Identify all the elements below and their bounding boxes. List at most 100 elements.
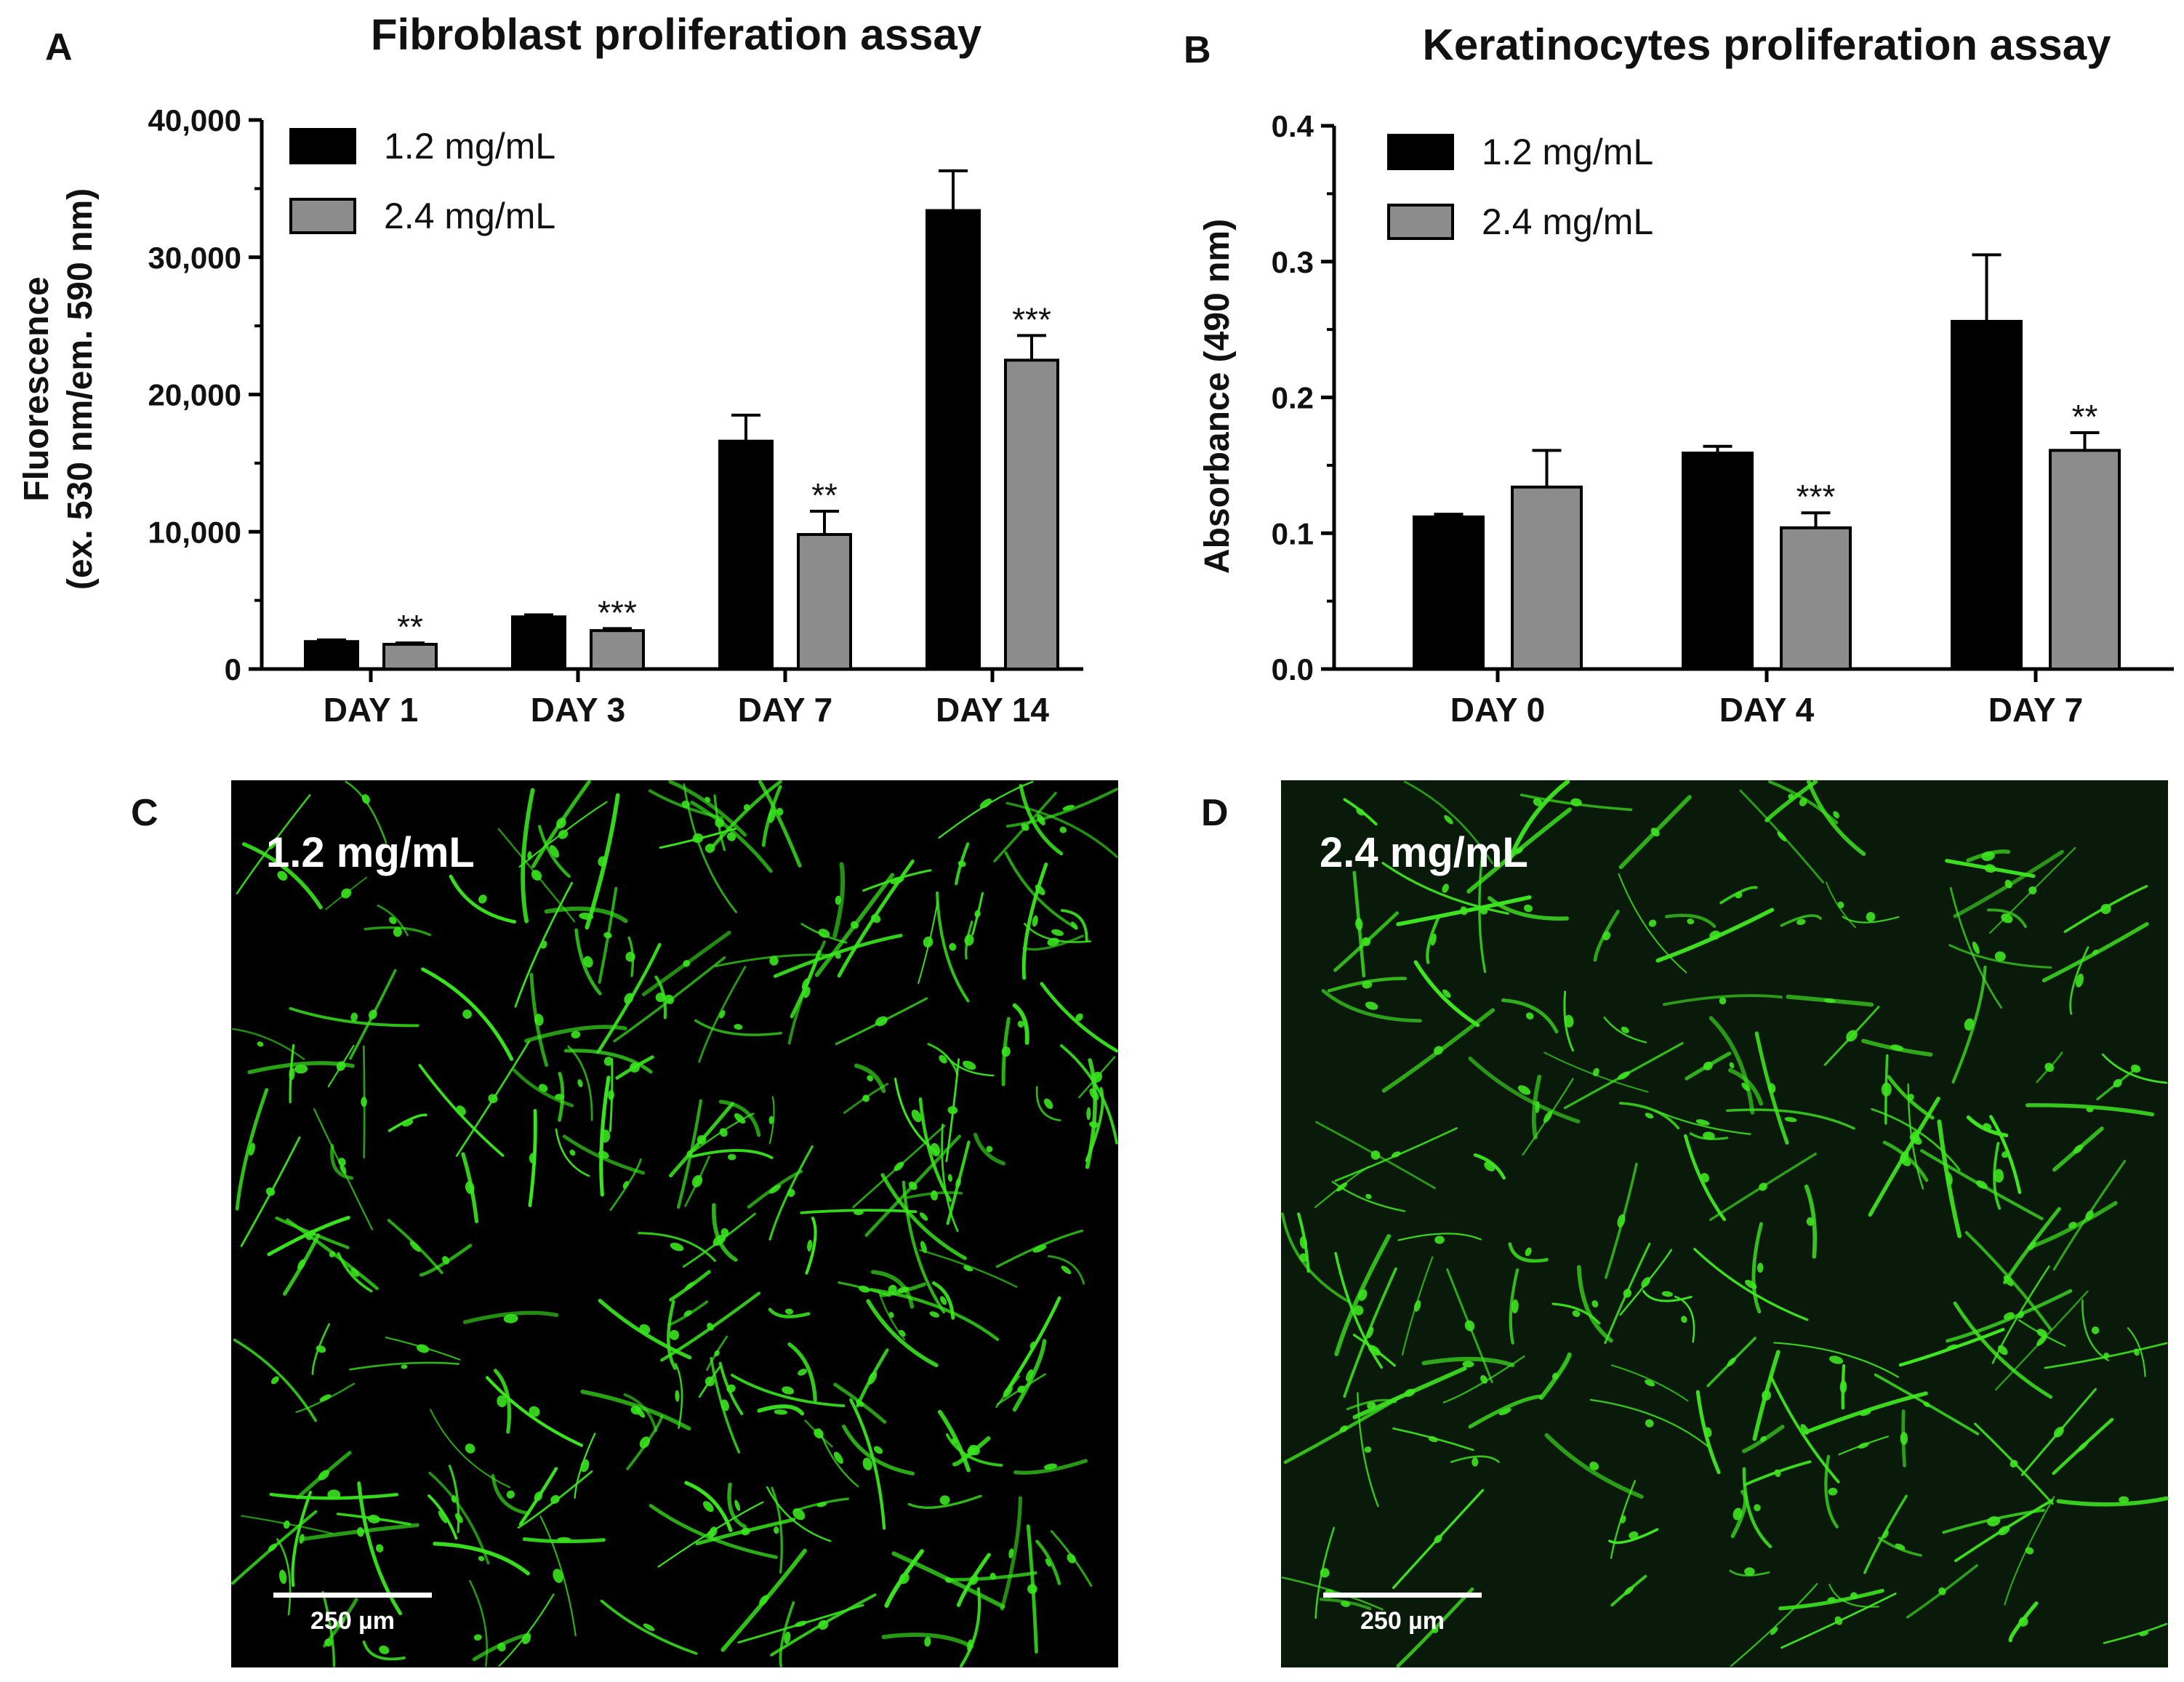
cell <box>1506 780 1570 867</box>
cell <box>514 881 574 1008</box>
cell-body <box>270 1376 279 1385</box>
cell-body <box>1564 1014 1574 1028</box>
cell-body <box>1032 915 1038 927</box>
cell-body <box>1834 1616 1842 1625</box>
cell-body <box>341 888 352 899</box>
cell-body <box>1703 1061 1713 1070</box>
cell-body <box>1984 864 1996 873</box>
cell-body <box>1767 1083 1776 1093</box>
legend-swatch <box>289 198 356 234</box>
cell-body <box>1367 1401 1376 1410</box>
cell-body <box>1432 1626 1439 1633</box>
cell-body <box>350 1267 359 1277</box>
y-axis-label: Absorbance (490 nm) <box>1198 219 1237 574</box>
cell <box>1803 1391 1928 1435</box>
cell-body <box>782 1386 795 1395</box>
bar <box>2049 449 2121 671</box>
cell <box>1509 1268 1519 1345</box>
cell-body <box>947 1106 958 1115</box>
cell-body <box>1025 1369 1034 1382</box>
significance-label: ** <box>811 476 838 514</box>
cell <box>907 1494 982 1509</box>
cell-body <box>1774 1469 1781 1478</box>
cell <box>362 1640 406 1661</box>
cell <box>768 1307 811 1318</box>
cell-body <box>1858 1442 1869 1449</box>
cell <box>1778 1588 1884 1611</box>
cell <box>558 1071 565 1122</box>
cell-body <box>389 916 397 924</box>
cell-body <box>703 1501 714 1513</box>
cell <box>231 1028 305 1060</box>
cell-body <box>571 1030 581 1038</box>
cell <box>609 1158 642 1212</box>
cell-body <box>529 1406 540 1417</box>
cell <box>311 1323 331 1375</box>
cell <box>1804 1184 1818 1259</box>
legend-label: 1.2 mg/mL <box>1482 132 1653 172</box>
cell-body <box>947 1174 952 1182</box>
cell-body <box>622 1180 629 1189</box>
cell-body <box>1404 1388 1416 1397</box>
cell <box>1085 1058 1097 1169</box>
cell-body <box>814 1428 824 1438</box>
cell <box>1035 1086 1061 1122</box>
cell <box>521 788 535 924</box>
cell-body <box>1770 1627 1778 1635</box>
cell <box>638 1232 716 1262</box>
cell <box>626 1414 664 1470</box>
cell-body <box>643 1623 655 1631</box>
cell-body <box>1946 1172 1953 1185</box>
cell-body <box>1754 1504 1761 1512</box>
cell <box>1730 1489 1748 1539</box>
cell-body <box>871 914 881 924</box>
bar <box>718 439 774 670</box>
cell-body <box>1357 1289 1368 1301</box>
cell <box>2069 946 2089 1015</box>
cell-body <box>336 1061 346 1071</box>
cell-body <box>728 1153 736 1161</box>
cell-body <box>1413 1300 1421 1312</box>
cell <box>1501 998 1559 1034</box>
micrograph-background <box>1281 780 2168 1667</box>
cell <box>1005 788 1118 828</box>
cell-body <box>818 929 830 938</box>
scale-bar <box>1323 1593 1482 1598</box>
cell <box>518 801 608 868</box>
cell-body <box>1299 1236 1308 1249</box>
cell <box>1281 1577 1384 1611</box>
cell-body <box>1067 1553 1076 1563</box>
cell-body <box>2036 1329 2047 1337</box>
cell-body <box>2044 1062 2055 1072</box>
cell-body <box>899 1572 910 1585</box>
cell-body <box>734 1499 741 1511</box>
cell-body <box>1701 1172 1709 1183</box>
cell-body <box>908 1181 918 1190</box>
cell-body <box>969 1574 979 1585</box>
cell-body <box>1365 1001 1378 1010</box>
cell-body <box>1589 1462 1599 1470</box>
cell-body <box>1895 1543 1906 1550</box>
cell-body <box>875 1016 888 1027</box>
cell <box>945 1433 1003 1467</box>
cell-body <box>2075 973 2084 988</box>
cell-body <box>1998 1526 2010 1536</box>
cell <box>1665 913 1717 929</box>
cell <box>1610 1364 1689 1402</box>
cell <box>995 1229 1084 1268</box>
cell <box>1450 1455 1500 1463</box>
cell-body <box>393 927 402 937</box>
cell-body <box>2119 1496 2129 1504</box>
cell-layer <box>230 780 1119 1668</box>
cell <box>2026 1103 2155 1117</box>
cell-body <box>549 844 559 858</box>
cell-body <box>506 1490 515 1499</box>
cell-body <box>704 844 715 853</box>
cell-body <box>1661 1291 1673 1297</box>
cell <box>668 780 747 837</box>
cell-body <box>741 1527 750 1536</box>
cell-body <box>923 936 934 948</box>
cell-body <box>854 1209 864 1216</box>
cell-body <box>329 1251 336 1258</box>
cell-body <box>774 1526 779 1534</box>
